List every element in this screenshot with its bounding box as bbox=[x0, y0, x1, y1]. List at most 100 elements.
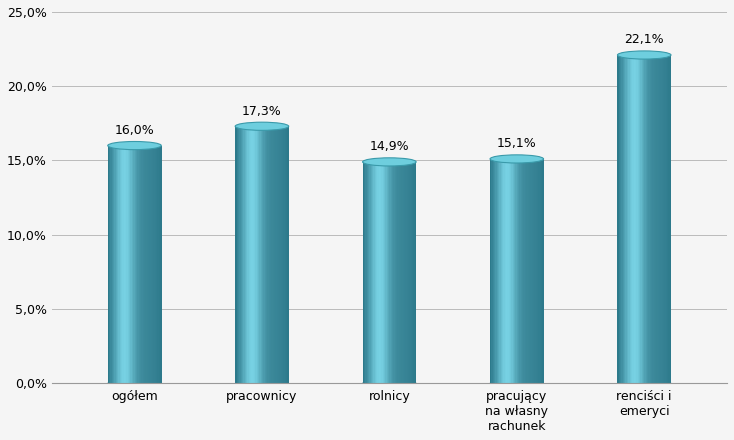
Bar bbox=[133, 146, 135, 383]
Bar bbox=[265, 126, 266, 383]
Bar bbox=[512, 159, 513, 383]
Bar bbox=[395, 162, 396, 383]
Bar bbox=[148, 146, 150, 383]
Bar bbox=[244, 126, 246, 383]
Bar bbox=[411, 162, 413, 383]
Bar bbox=[274, 126, 275, 383]
Bar bbox=[275, 126, 277, 383]
Bar bbox=[108, 146, 109, 383]
Bar bbox=[137, 146, 139, 383]
Bar bbox=[390, 162, 392, 383]
Bar bbox=[653, 55, 654, 383]
Bar bbox=[259, 126, 261, 383]
Bar bbox=[280, 126, 283, 383]
Bar bbox=[509, 159, 510, 383]
Bar bbox=[384, 162, 385, 383]
Bar bbox=[115, 146, 116, 383]
Bar bbox=[277, 126, 278, 383]
Bar bbox=[643, 55, 644, 383]
Bar bbox=[407, 162, 408, 383]
Bar bbox=[536, 159, 537, 383]
Bar bbox=[647, 55, 649, 383]
Bar bbox=[157, 146, 159, 383]
Bar bbox=[160, 146, 161, 383]
Bar bbox=[283, 126, 285, 383]
Bar bbox=[638, 55, 639, 383]
Bar bbox=[664, 55, 666, 383]
Bar bbox=[272, 126, 275, 383]
Bar bbox=[136, 146, 137, 383]
Bar bbox=[648, 55, 650, 383]
Bar bbox=[666, 55, 667, 383]
Bar bbox=[506, 159, 508, 383]
Bar bbox=[400, 162, 401, 383]
Bar bbox=[144, 146, 145, 383]
Bar bbox=[264, 126, 265, 383]
Bar bbox=[363, 162, 364, 383]
Bar bbox=[255, 126, 257, 383]
Bar bbox=[239, 126, 241, 383]
Bar bbox=[490, 159, 492, 383]
Bar bbox=[497, 159, 498, 383]
Bar bbox=[507, 159, 509, 383]
Bar bbox=[510, 159, 512, 383]
Bar bbox=[661, 55, 664, 383]
Bar bbox=[631, 55, 633, 383]
Bar bbox=[140, 146, 142, 383]
Bar bbox=[392, 162, 393, 383]
Bar bbox=[494, 159, 495, 383]
Bar bbox=[514, 159, 516, 383]
Bar bbox=[287, 126, 289, 383]
Bar bbox=[655, 55, 656, 383]
Bar bbox=[628, 55, 630, 383]
Bar bbox=[644, 55, 646, 383]
Bar bbox=[266, 126, 268, 383]
Bar bbox=[109, 146, 111, 383]
Ellipse shape bbox=[617, 51, 671, 59]
Bar bbox=[504, 159, 505, 383]
Bar bbox=[539, 159, 541, 383]
Bar bbox=[124, 146, 126, 383]
Bar bbox=[156, 146, 158, 383]
Bar bbox=[132, 146, 134, 383]
Bar bbox=[640, 55, 642, 383]
Bar bbox=[252, 126, 254, 383]
Text: 16,0%: 16,0% bbox=[115, 124, 154, 137]
Bar bbox=[364, 162, 366, 383]
Bar bbox=[528, 159, 529, 383]
Bar bbox=[382, 162, 385, 383]
Bar bbox=[636, 55, 638, 383]
Bar bbox=[523, 159, 525, 383]
Ellipse shape bbox=[235, 379, 288, 387]
Bar bbox=[374, 162, 377, 383]
Bar bbox=[410, 162, 411, 383]
Bar bbox=[656, 55, 658, 383]
Ellipse shape bbox=[363, 379, 416, 387]
Bar bbox=[533, 159, 534, 383]
Bar bbox=[515, 159, 517, 383]
Text: 15,1%: 15,1% bbox=[497, 137, 537, 150]
Bar bbox=[624, 55, 626, 383]
Ellipse shape bbox=[108, 379, 161, 387]
Bar bbox=[380, 162, 382, 383]
Bar bbox=[659, 55, 661, 383]
Bar bbox=[632, 55, 633, 383]
Bar bbox=[633, 55, 635, 383]
Bar bbox=[413, 162, 415, 383]
Bar bbox=[149, 146, 150, 383]
Bar bbox=[389, 162, 391, 383]
Bar bbox=[243, 126, 245, 383]
Bar bbox=[667, 55, 669, 383]
Bar bbox=[269, 126, 270, 383]
Bar bbox=[522, 159, 524, 383]
Bar bbox=[120, 146, 121, 383]
Bar bbox=[280, 126, 281, 383]
Ellipse shape bbox=[617, 379, 671, 387]
Bar bbox=[377, 162, 379, 383]
Bar bbox=[625, 55, 627, 383]
Bar bbox=[147, 146, 148, 383]
Bar bbox=[374, 162, 375, 383]
Bar bbox=[623, 55, 625, 383]
Bar bbox=[123, 146, 124, 383]
Bar bbox=[412, 162, 414, 383]
